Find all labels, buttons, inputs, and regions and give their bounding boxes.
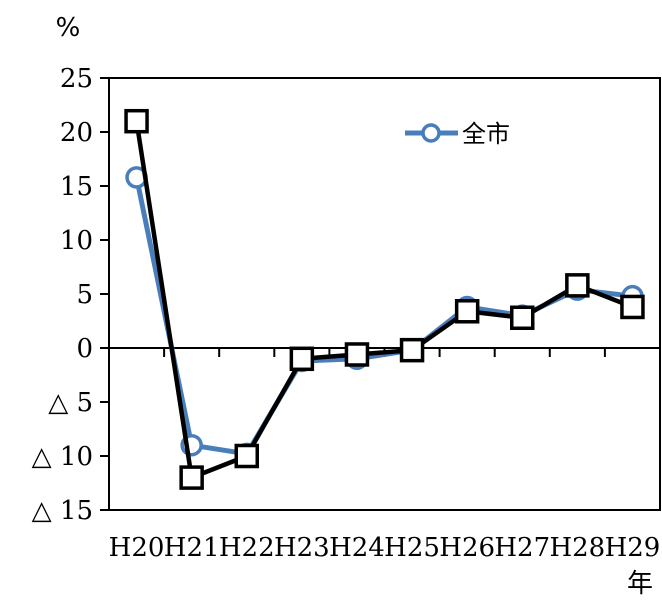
x-tick-label: H27 [494,533,550,563]
y-tick-label: 15 [60,172,93,202]
series-1-point [399,337,425,363]
x-tick-label: H26 [439,533,495,563]
series-layer [124,108,645,490]
series-0-line [134,176,633,457]
x-axis-unit-label: 年 [627,569,653,599]
x-tick-label: H20 [109,533,165,563]
series-1 [124,108,645,490]
series-1-point [510,305,535,331]
legend-label: 全市 [462,120,510,148]
series-1-point [344,342,370,367]
y-axis-unit-label: % [56,13,81,43]
y-tick-label: △ 15 [32,496,93,526]
series-1-point [289,346,315,372]
x-tick-labels: H20 H21 H22 H23 H24 H25 H26 H27 H28 H29 [109,533,661,563]
series-1-point [565,273,590,298]
y-tick-label: 10 [60,226,93,256]
legend: 全市 [405,120,510,148]
series-1-point [124,108,149,134]
axes [100,77,661,511]
series-1-point [179,465,204,490]
series-1-point [620,294,645,320]
x-tick-label: H28 [549,533,605,563]
y-tick-label: 20 [60,118,93,148]
series-1-point [454,299,480,324]
series-1-point [234,443,259,469]
y-tick-label: 5 [76,280,93,310]
series-0 [125,166,644,466]
x-tick-label: H21 [164,533,220,563]
legend-circle-marker [421,123,441,143]
y-tick-label: 0 [76,334,93,364]
y-tick-label: △ 5 [48,388,93,418]
series-1-line [134,120,634,480]
y-tick-labels: 25 20 15 10 5 0 △ 5 △ 10 △ 15 [32,64,93,526]
x-tick-label: H29 [605,533,661,563]
x-tick-label: H22 [219,533,275,563]
x-tick-label: H24 [329,533,385,563]
x-tick-label: H25 [384,533,440,563]
y-tick-label: 25 [60,64,93,94]
y-tick-label: △ 10 [32,442,93,472]
x-tick-label: H23 [274,533,330,563]
